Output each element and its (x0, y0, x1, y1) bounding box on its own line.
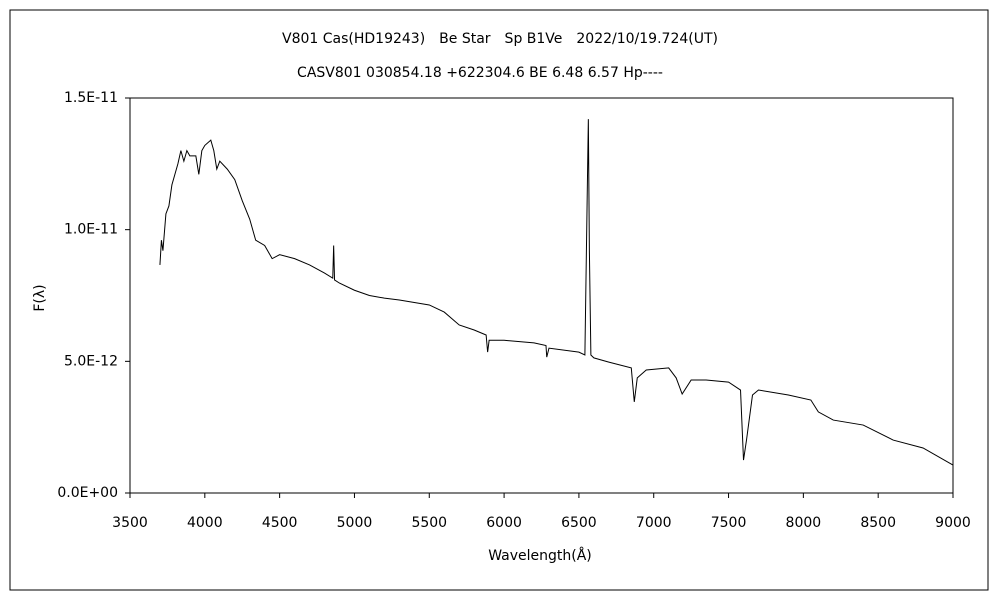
x-tick-label: 3500 (112, 515, 148, 531)
y-tick-label: 0.0E+00 (57, 485, 118, 501)
x-tick-label: 6500 (561, 515, 597, 531)
y-tick-label: 1.5E-11 (64, 90, 118, 106)
y-tick-label: 5.0E-12 (64, 353, 118, 369)
chart-title: V801 Cas(HD19243) Be Star Sp B1Ve 2022/1… (282, 31, 718, 47)
x-tick-label: 8500 (860, 515, 896, 531)
y-axis-label: F(λ) (32, 284, 48, 311)
x-tick-label: 7000 (636, 515, 672, 531)
spectrum-line (159, 119, 954, 466)
x-tick-label: 4000 (187, 515, 223, 531)
y-tick-label: 1.0E-11 (64, 222, 118, 238)
x-tick-label: 7500 (711, 515, 747, 531)
x-tick-label: 5000 (337, 515, 373, 531)
x-tick-label: 8000 (786, 515, 822, 531)
x-tick-label: 6000 (486, 515, 522, 531)
x-tick-label: 9000 (935, 515, 971, 531)
x-tick-label: 4500 (262, 515, 298, 531)
frame (9, 9, 989, 591)
x-axis-label: Wavelength(Å) (488, 547, 592, 564)
x-tick-label: 5500 (411, 515, 447, 531)
plot-area (129, 97, 954, 494)
chart-subtitle: CASV801 030854.18 +622304.6 BE 6.48 6.57… (297, 65, 663, 81)
